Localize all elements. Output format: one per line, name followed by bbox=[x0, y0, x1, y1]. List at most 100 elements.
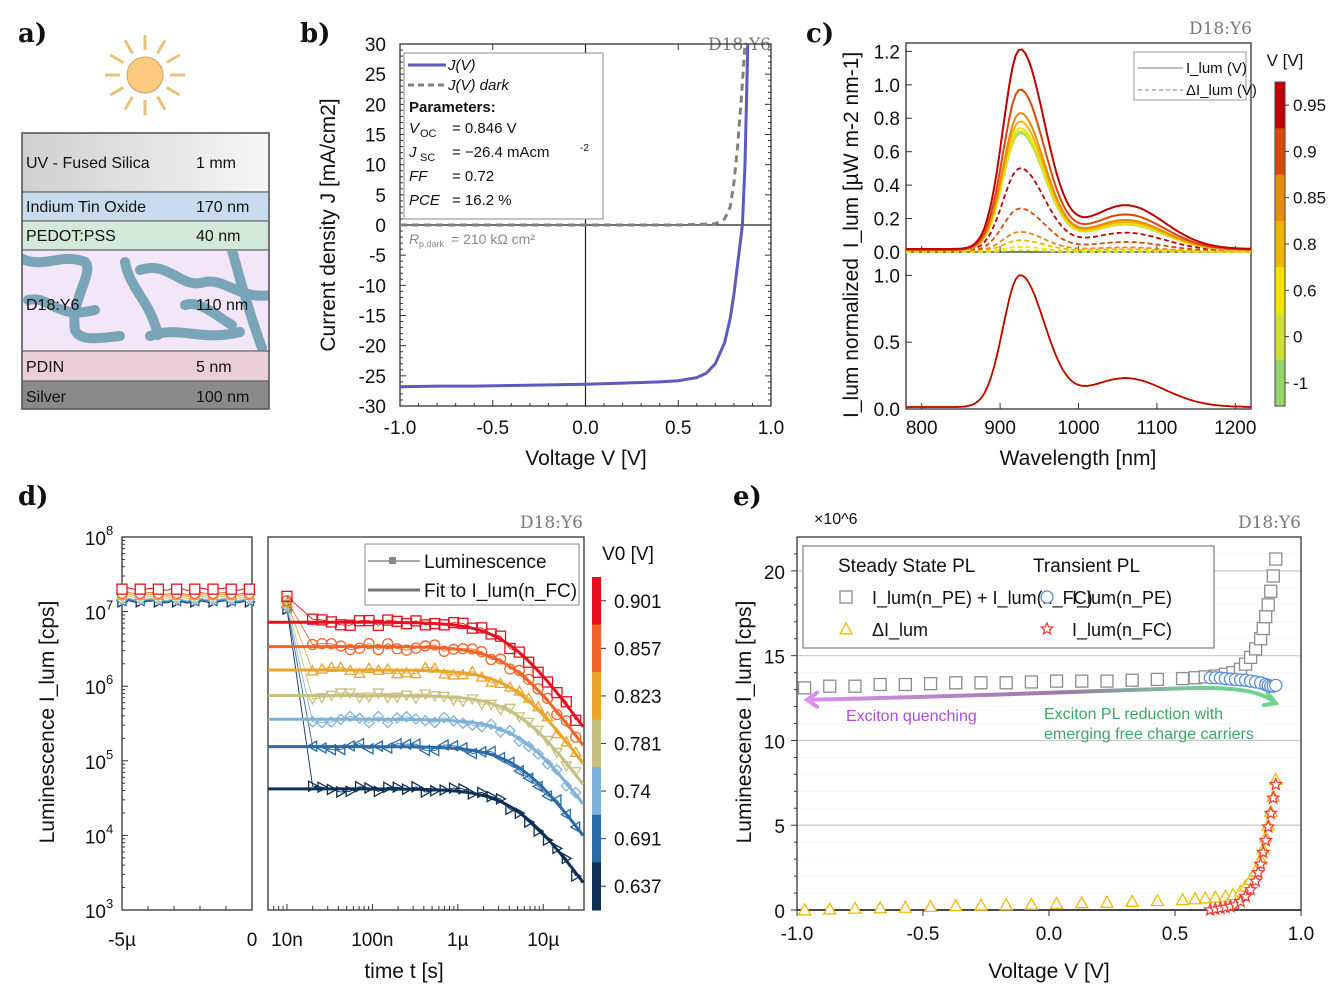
data-marker-luminescence bbox=[353, 642, 366, 654]
colorbar-segment-c bbox=[1275, 313, 1285, 361]
data-marker-luminescence bbox=[513, 735, 526, 748]
arrowhead-left bbox=[803, 690, 820, 709]
data-marker-star bbox=[1258, 832, 1274, 847]
sun-ray bbox=[165, 53, 181, 64]
y-tick-exponent-d: 3 bbox=[106, 896, 113, 911]
data-marker-luminescence bbox=[409, 667, 423, 679]
data-marker-star bbox=[1265, 790, 1281, 805]
series-delta-ilum bbox=[906, 249, 1251, 253]
data-marker-luminescence bbox=[467, 787, 479, 801]
data-marker-luminescence bbox=[542, 834, 554, 847]
colorbar-tick-label-c: -1 bbox=[1293, 374, 1308, 393]
data-marker-luminescence bbox=[315, 662, 329, 674]
data-marker-luminescence bbox=[522, 740, 535, 753]
data-marker-luminescence bbox=[334, 688, 347, 700]
y-tick-label-b: -15 bbox=[359, 307, 386, 328]
legend-marker-e bbox=[838, 621, 854, 635]
trend-arrow-path bbox=[807, 685, 1278, 705]
sun-icon bbox=[105, 35, 185, 115]
y-tick-label-c-top: 0.8 bbox=[874, 109, 900, 130]
data-marker-luminescence bbox=[428, 716, 441, 729]
data-marker-luminescence bbox=[504, 724, 516, 737]
data-marker-luminescence bbox=[541, 789, 553, 803]
data-marker-pre bbox=[207, 583, 219, 595]
data-marker-luminescence bbox=[550, 793, 562, 807]
y-tick-label-c-top: 1.0 bbox=[874, 76, 900, 97]
data-marker-luminescence bbox=[438, 711, 451, 724]
data-marker-square bbox=[974, 676, 988, 690]
sample-label-e: D18:Y6 bbox=[1238, 513, 1301, 533]
morphology-domain bbox=[145, 327, 245, 341]
y-tick-label-e: 5 bbox=[774, 817, 785, 838]
layer-thickness: 40 nm bbox=[196, 228, 240, 245]
x-tick-label-d-left: -5µ bbox=[108, 930, 136, 951]
colorbar-tick-label-c: 0.95 bbox=[1293, 96, 1326, 115]
x-axis-label-d: time t [s] bbox=[364, 960, 443, 983]
data-marker-luminescence bbox=[334, 743, 346, 756]
layer-name: PDIN bbox=[26, 359, 64, 376]
panel-label-e: e) bbox=[733, 482, 762, 512]
param-value: = −26.4 mAcm bbox=[452, 144, 550, 161]
data-marker-luminescence bbox=[437, 738, 449, 752]
data-marker-luminescence bbox=[344, 710, 357, 723]
data-marker-luminescence bbox=[325, 716, 338, 729]
data-marker-luminescence bbox=[419, 689, 432, 701]
x-tick-label-d-left: 0 bbox=[247, 930, 258, 951]
data-marker-luminescence bbox=[531, 780, 543, 793]
parameters-title: Parameters: bbox=[409, 99, 496, 116]
annotation-exciton-quenching: Exciton quenching bbox=[846, 708, 977, 725]
data-marker-pre bbox=[225, 583, 237, 595]
param-value: = 16.2 % bbox=[452, 192, 512, 209]
param-sub: SC bbox=[420, 152, 435, 164]
colorbar-tick-label-c: 0.8 bbox=[1293, 235, 1317, 254]
data-marker-luminescence bbox=[514, 807, 526, 820]
data-marker-luminescence bbox=[494, 630, 507, 642]
y-tick-label-c-bottom: 1.0 bbox=[874, 266, 900, 287]
data-marker-square bbox=[1125, 673, 1139, 687]
colorbar-tick-label-d: 0.857 bbox=[614, 639, 662, 660]
data-marker-luminescence bbox=[513, 684, 526, 696]
legend-box-b bbox=[403, 52, 604, 220]
y-tick-label-b: -5 bbox=[369, 246, 386, 267]
data-marker-luminescence bbox=[353, 667, 366, 679]
data-marker-luminescence bbox=[532, 666, 544, 678]
data-marker-luminescence bbox=[532, 700, 545, 712]
annotation-pl-reduction-line2: emerging free charge carriers bbox=[1044, 726, 1254, 743]
data-marker-luminescence bbox=[343, 739, 355, 753]
x-tick-label-c: 1200 bbox=[1214, 418, 1256, 439]
data-marker-luminescence bbox=[381, 662, 394, 674]
data-marker-luminescence bbox=[513, 712, 526, 724]
y-tick-label-c-top: 0.2 bbox=[874, 210, 900, 231]
data-marker-luminescence bbox=[550, 763, 563, 776]
legend-label-e: I_lum(n_PE) bbox=[1072, 588, 1172, 609]
y-tick-exponent-d: 4 bbox=[106, 821, 113, 836]
data-marker-luminescence bbox=[316, 716, 328, 729]
data-marker-square bbox=[898, 677, 913, 692]
data-marker-square bbox=[823, 679, 837, 693]
legend-label-jv: J(V) bbox=[447, 57, 476, 74]
colorbar-segment-d bbox=[592, 862, 601, 911]
x-tick-label-e: -0.5 bbox=[907, 924, 940, 945]
data-marker-luminescence bbox=[522, 772, 534, 785]
data-marker-luminescence bbox=[541, 735, 554, 747]
data-marker-luminescence bbox=[560, 780, 573, 792]
data-marker-star bbox=[1263, 805, 1279, 820]
colorbar-segment-d bbox=[592, 672, 601, 721]
data-marker-luminescence bbox=[569, 767, 582, 779]
data-marker-square bbox=[1075, 674, 1089, 688]
data-marker-luminescence bbox=[505, 803, 517, 816]
series-luminescence bbox=[286, 607, 577, 828]
data-marker-luminescence bbox=[550, 727, 564, 739]
sun-ray bbox=[123, 39, 134, 55]
y-tick-label-c-top: 1.2 bbox=[874, 42, 900, 63]
colorbar-segment-c bbox=[1275, 267, 1285, 314]
data-marker-luminescence bbox=[438, 691, 451, 703]
x-tick-label-b: -0.5 bbox=[476, 418, 509, 439]
data-marker-luminescence bbox=[391, 712, 404, 724]
data-marker-luminescence bbox=[362, 692, 376, 704]
data-marker-luminescence bbox=[523, 656, 535, 668]
data-marker-luminescence bbox=[372, 739, 384, 753]
data-marker-triangle bbox=[797, 902, 812, 916]
x-axis-label-c: Wavelength [nm] bbox=[1000, 447, 1157, 470]
sample-label-d: D18:Y6 bbox=[520, 513, 583, 533]
